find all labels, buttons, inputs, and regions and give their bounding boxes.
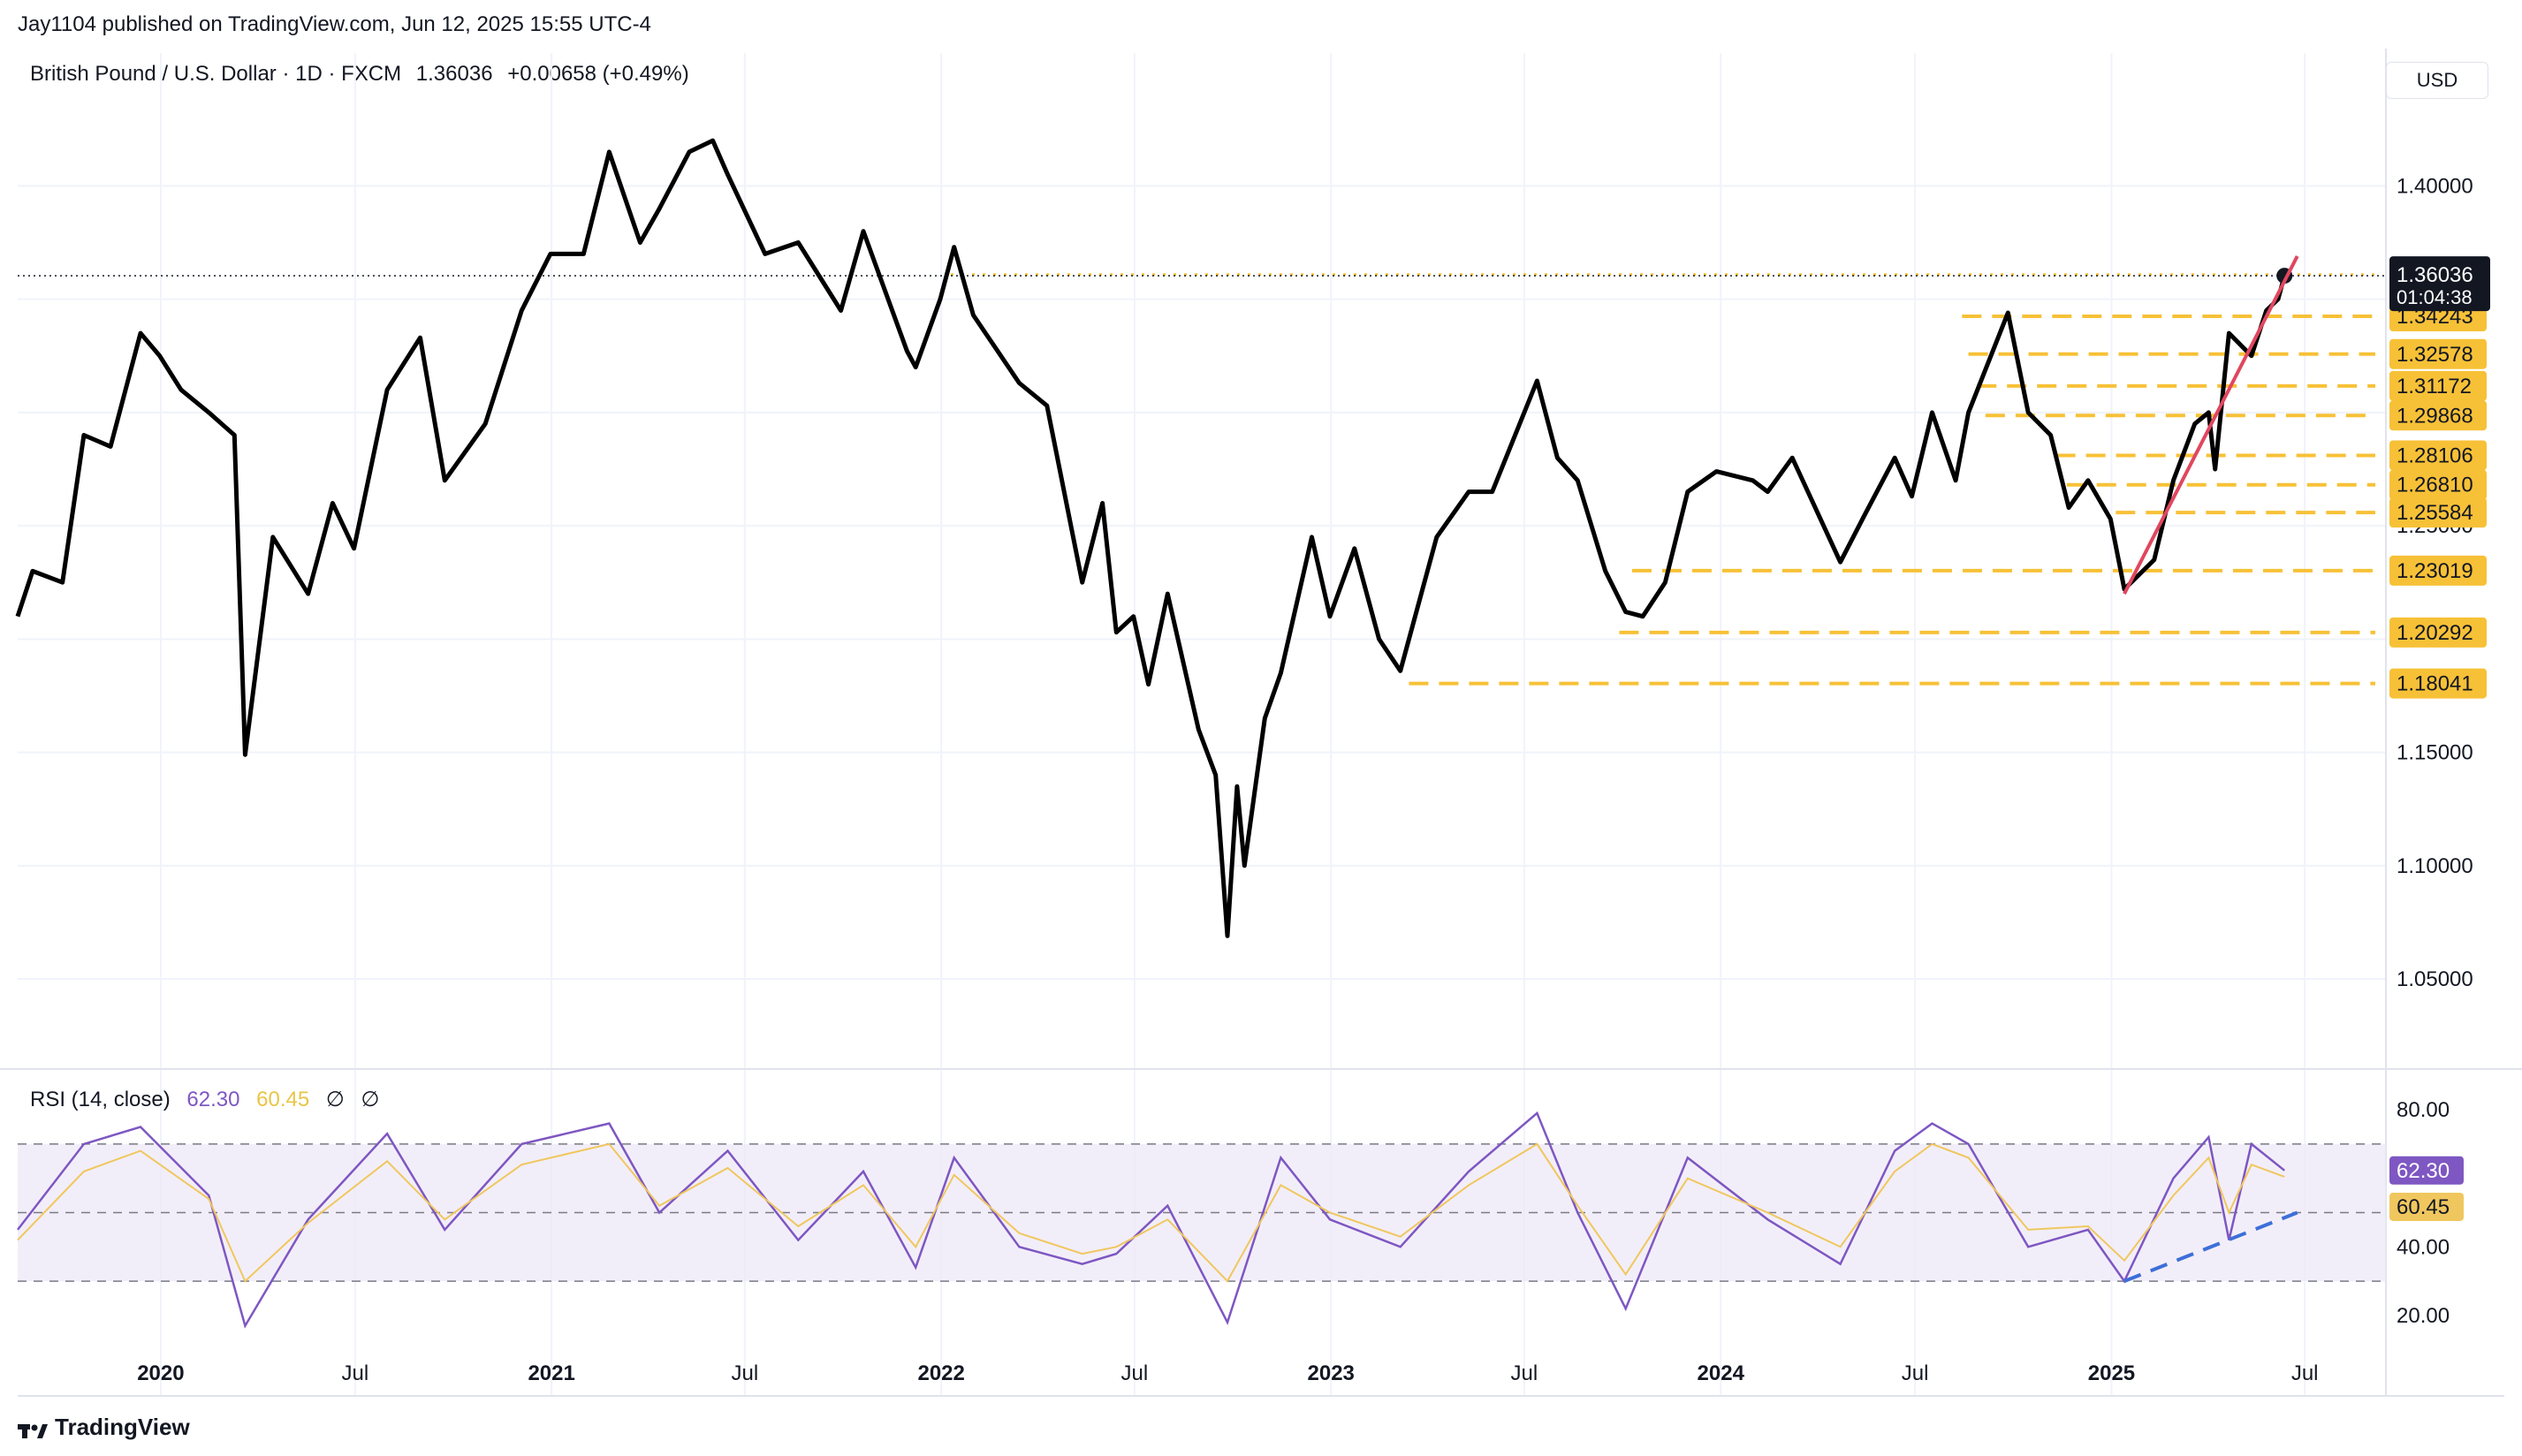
level-badge <box>2389 668 2487 699</box>
time-tick-label: Jul <box>1121 1361 1149 1385</box>
level-badge-label: 1.25584 <box>2397 501 2473 525</box>
symbol-change: +0.00658 (+0.49%) <box>507 62 689 86</box>
rsi-ma-badge-label: 60.45 <box>2397 1195 2450 1219</box>
time-tick-label: Jul <box>1902 1361 1929 1385</box>
rsi-ma-line <box>17 1142 2285 1283</box>
trend-lines <box>2123 255 2299 595</box>
level-badge-label: 1.20292 <box>2397 621 2473 645</box>
price-tick-label: 1.25000 <box>2397 514 2473 538</box>
price-series <box>15 138 2293 938</box>
grid-lines <box>0 49 2522 1397</box>
price-tick-label: 1.20000 <box>2397 627 2473 651</box>
level-badge-label: 1.28106 <box>2397 444 2473 467</box>
time-tick-label: Jul <box>2291 1361 2319 1385</box>
level-badge <box>2389 469 2487 500</box>
rsi-title: RSI (14, close) <box>30 1088 171 1111</box>
rsi-pane <box>17 1111 2386 1329</box>
time-tick-label: Jul <box>341 1361 368 1385</box>
symbol-legend[interactable]: British Pound / U.S. Dollar · 1D · FXCM … <box>30 62 698 87</box>
level-badge-label: 1.32578 <box>2397 343 2473 367</box>
time-tick-label: Jul <box>1511 1361 1538 1385</box>
publisher-text: Jay1104 published on TradingView.com, Ju… <box>18 12 651 36</box>
level-badge-label: 1.26810 <box>2397 474 2473 497</box>
level-badge-label: 1.34243 <box>2397 305 2473 329</box>
time-tick-label: 2024 <box>1698 1361 1745 1385</box>
countdown-label: 01:04:38 <box>2397 286 2473 308</box>
rsi-tick-label: 40.00 <box>2397 1235 2450 1259</box>
price-line <box>15 138 2287 938</box>
level-badge <box>2389 370 2487 401</box>
rsi-line <box>17 1111 2285 1329</box>
time-tick-label: 2020 <box>137 1361 184 1385</box>
rsi-extra-1: ∅ <box>325 1088 345 1111</box>
last-price-badge <box>2389 256 2490 312</box>
level-badge <box>2389 301 2487 332</box>
level-badge-label: 1.36088 <box>2397 263 2473 287</box>
price-tick-label: 1.30000 <box>2397 401 2473 425</box>
level-badge <box>2389 497 2487 528</box>
price-tick-label: 1.10000 <box>2397 854 2473 878</box>
time-tick-label: 2022 <box>917 1361 964 1385</box>
rsi-tick-label: 80.00 <box>2397 1098 2450 1122</box>
rsi-ma-value: 60.45 <box>256 1088 310 1111</box>
level-badge <box>2389 440 2487 471</box>
tradingview-logo-icon <box>18 1419 48 1438</box>
level-badge-label: 1.18041 <box>2397 672 2473 696</box>
level-badge-label: 1.31172 <box>2397 375 2472 398</box>
level-badge-label: 1.23019 <box>2397 559 2473 583</box>
level-badge <box>2389 400 2487 431</box>
rsi-tick-label: 20.00 <box>2397 1304 2450 1328</box>
rsi-ma-badge <box>2389 1192 2464 1221</box>
time-tick-label: 2025 <box>2088 1361 2135 1385</box>
price-trend-line <box>2123 255 2299 595</box>
last-price-badge-label: 1.36036 <box>2397 263 2473 287</box>
rsi-legend[interactable]: RSI (14, close) 62.30 60.45 ∅ ∅ <box>30 1087 390 1112</box>
level-badge-label: 1.29868 <box>2397 404 2473 428</box>
level-badge <box>2389 338 2487 369</box>
level-badge <box>2389 617 2487 648</box>
symbol-price: 1.36036 <box>415 62 493 86</box>
rsi-band <box>18 1143 2386 1282</box>
footer-brand-text: TradingView <box>55 1414 190 1440</box>
price-tick-label: 1.40000 <box>2397 174 2473 198</box>
price-tick-label: 1.35000 <box>2397 288 2473 312</box>
currency-selector[interactable]: USD <box>2386 62 2488 99</box>
rsi-badge-label: 62.30 <box>2397 1159 2450 1183</box>
rsi-trend-line <box>2123 1210 2298 1283</box>
axes: 1.40000 1.35000 1.30000 1.25000 1.20000 1.150… <box>137 174 2490 1385</box>
rsi-extra-2: ∅ <box>361 1088 380 1111</box>
price-tick-label: 1.05000 <box>2397 967 2473 991</box>
time-tick-label: 2021 <box>528 1361 574 1385</box>
last-price-dot <box>2276 268 2293 284</box>
footer-brand[interactable]: TradingView <box>18 1414 190 1441</box>
price-tick-label: 1.15000 <box>2397 741 2473 765</box>
level-badge <box>2389 259 2487 290</box>
support-resistance-levels <box>18 273 2386 686</box>
rsi-badge <box>2389 1156 2464 1185</box>
level-badge <box>2389 555 2487 586</box>
time-tick-label: Jul <box>732 1361 759 1385</box>
symbol-name: British Pound / U.S. Dollar · 1D · FXCM <box>30 62 402 86</box>
rsi-value: 62.30 <box>186 1088 240 1111</box>
time-tick-label: 2023 <box>1308 1361 1355 1385</box>
